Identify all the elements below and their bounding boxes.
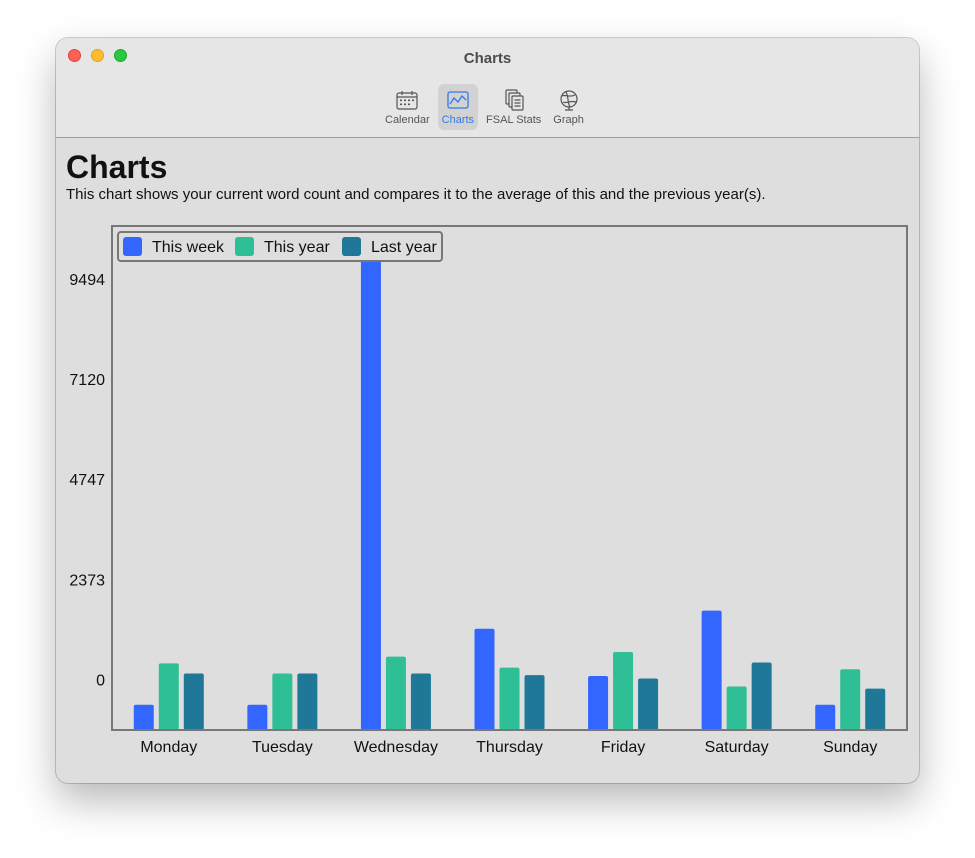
- bar: [865, 688, 886, 730]
- x-tick-label: Sunday: [823, 739, 877, 756]
- y-axis-labels: 9494 7120 4747 2373 0: [69, 272, 105, 689]
- legend-label: This week: [152, 239, 225, 256]
- legend-swatch: [123, 237, 142, 256]
- bar: [701, 610, 722, 730]
- x-tick-label: Wednesday: [354, 739, 438, 756]
- page-description: This chart shows your current word count…: [66, 186, 766, 203]
- x-tick-label: Friday: [601, 739, 645, 756]
- bar: [272, 673, 293, 730]
- bar: [247, 704, 268, 730]
- page-title: Charts: [66, 149, 168, 185]
- y-tick-label: 0: [96, 672, 105, 689]
- bar: [183, 673, 204, 730]
- globe-icon: [557, 89, 581, 111]
- legend-swatch: [235, 237, 254, 256]
- x-tick-label: Saturday: [705, 739, 769, 756]
- bar: [524, 675, 545, 730]
- y-tick-label: 7120: [69, 372, 105, 389]
- legend-box: [117, 231, 443, 262]
- x-tick-label: Thursday: [476, 739, 543, 756]
- titlebar: Charts Ca: [56, 38, 919, 138]
- tab-graph[interactable]: Graph: [549, 84, 588, 130]
- content-area: Charts This chart shows your current wor…: [56, 139, 919, 783]
- bar: [726, 686, 747, 730]
- chart-icon: [446, 89, 470, 111]
- bar: [499, 667, 520, 730]
- toolbar: Calendar Charts: [381, 84, 588, 130]
- x-tick-label: Tuesday: [252, 739, 313, 756]
- close-window-button[interactable]: [68, 49, 81, 62]
- tab-fsal-stats[interactable]: FSAL Stats: [482, 84, 545, 130]
- plot-area-border: [111, 225, 908, 731]
- minimize-window-button[interactable]: [91, 49, 104, 62]
- tab-graph-label: Graph: [553, 114, 584, 126]
- bar: [410, 673, 431, 730]
- y-tick-label: 4747: [69, 472, 105, 489]
- bar: [751, 662, 772, 730]
- bar: [638, 678, 659, 730]
- bar: [613, 651, 634, 730]
- tab-calendar[interactable]: Calendar: [381, 84, 434, 130]
- y-tick-label: 2373: [69, 572, 105, 589]
- legend-label: This year: [264, 239, 330, 256]
- bar-chart: 9494 7120 4747 2373 0 Monday Tuesday Wednesday…: [69, 225, 908, 756]
- y-tick-label: 9494: [69, 272, 105, 289]
- window-title: Charts: [463, 50, 512, 67]
- bar: [588, 676, 609, 730]
- tab-fsal-stats-label: FSAL Stats: [486, 114, 542, 126]
- legend-label: Last year: [371, 239, 437, 256]
- bar: [474, 628, 495, 730]
- bar: [158, 663, 179, 730]
- bar: [360, 257, 381, 730]
- tab-charts[interactable]: Charts: [437, 84, 479, 130]
- x-tick-label: Monday: [140, 739, 197, 756]
- bar: [815, 704, 836, 730]
- bar: [840, 669, 861, 730]
- app-window: Charts Ca: [56, 38, 919, 783]
- bar: [297, 673, 318, 730]
- bar: [385, 656, 406, 730]
- documents-icon: [502, 89, 526, 111]
- tab-calendar-label: Calendar: [385, 114, 430, 126]
- calendar-icon: [395, 89, 419, 111]
- x-axis-labels: Monday Tuesday Wednesday Thursday Friday Satu…: [140, 739, 877, 756]
- bar: [133, 704, 154, 730]
- tab-charts-label: Charts: [441, 114, 475, 126]
- legend: This week This year Last year: [117, 231, 443, 262]
- legend-swatch: [342, 237, 361, 256]
- bars: [133, 257, 886, 730]
- zoom-window-button[interactable]: [114, 49, 127, 62]
